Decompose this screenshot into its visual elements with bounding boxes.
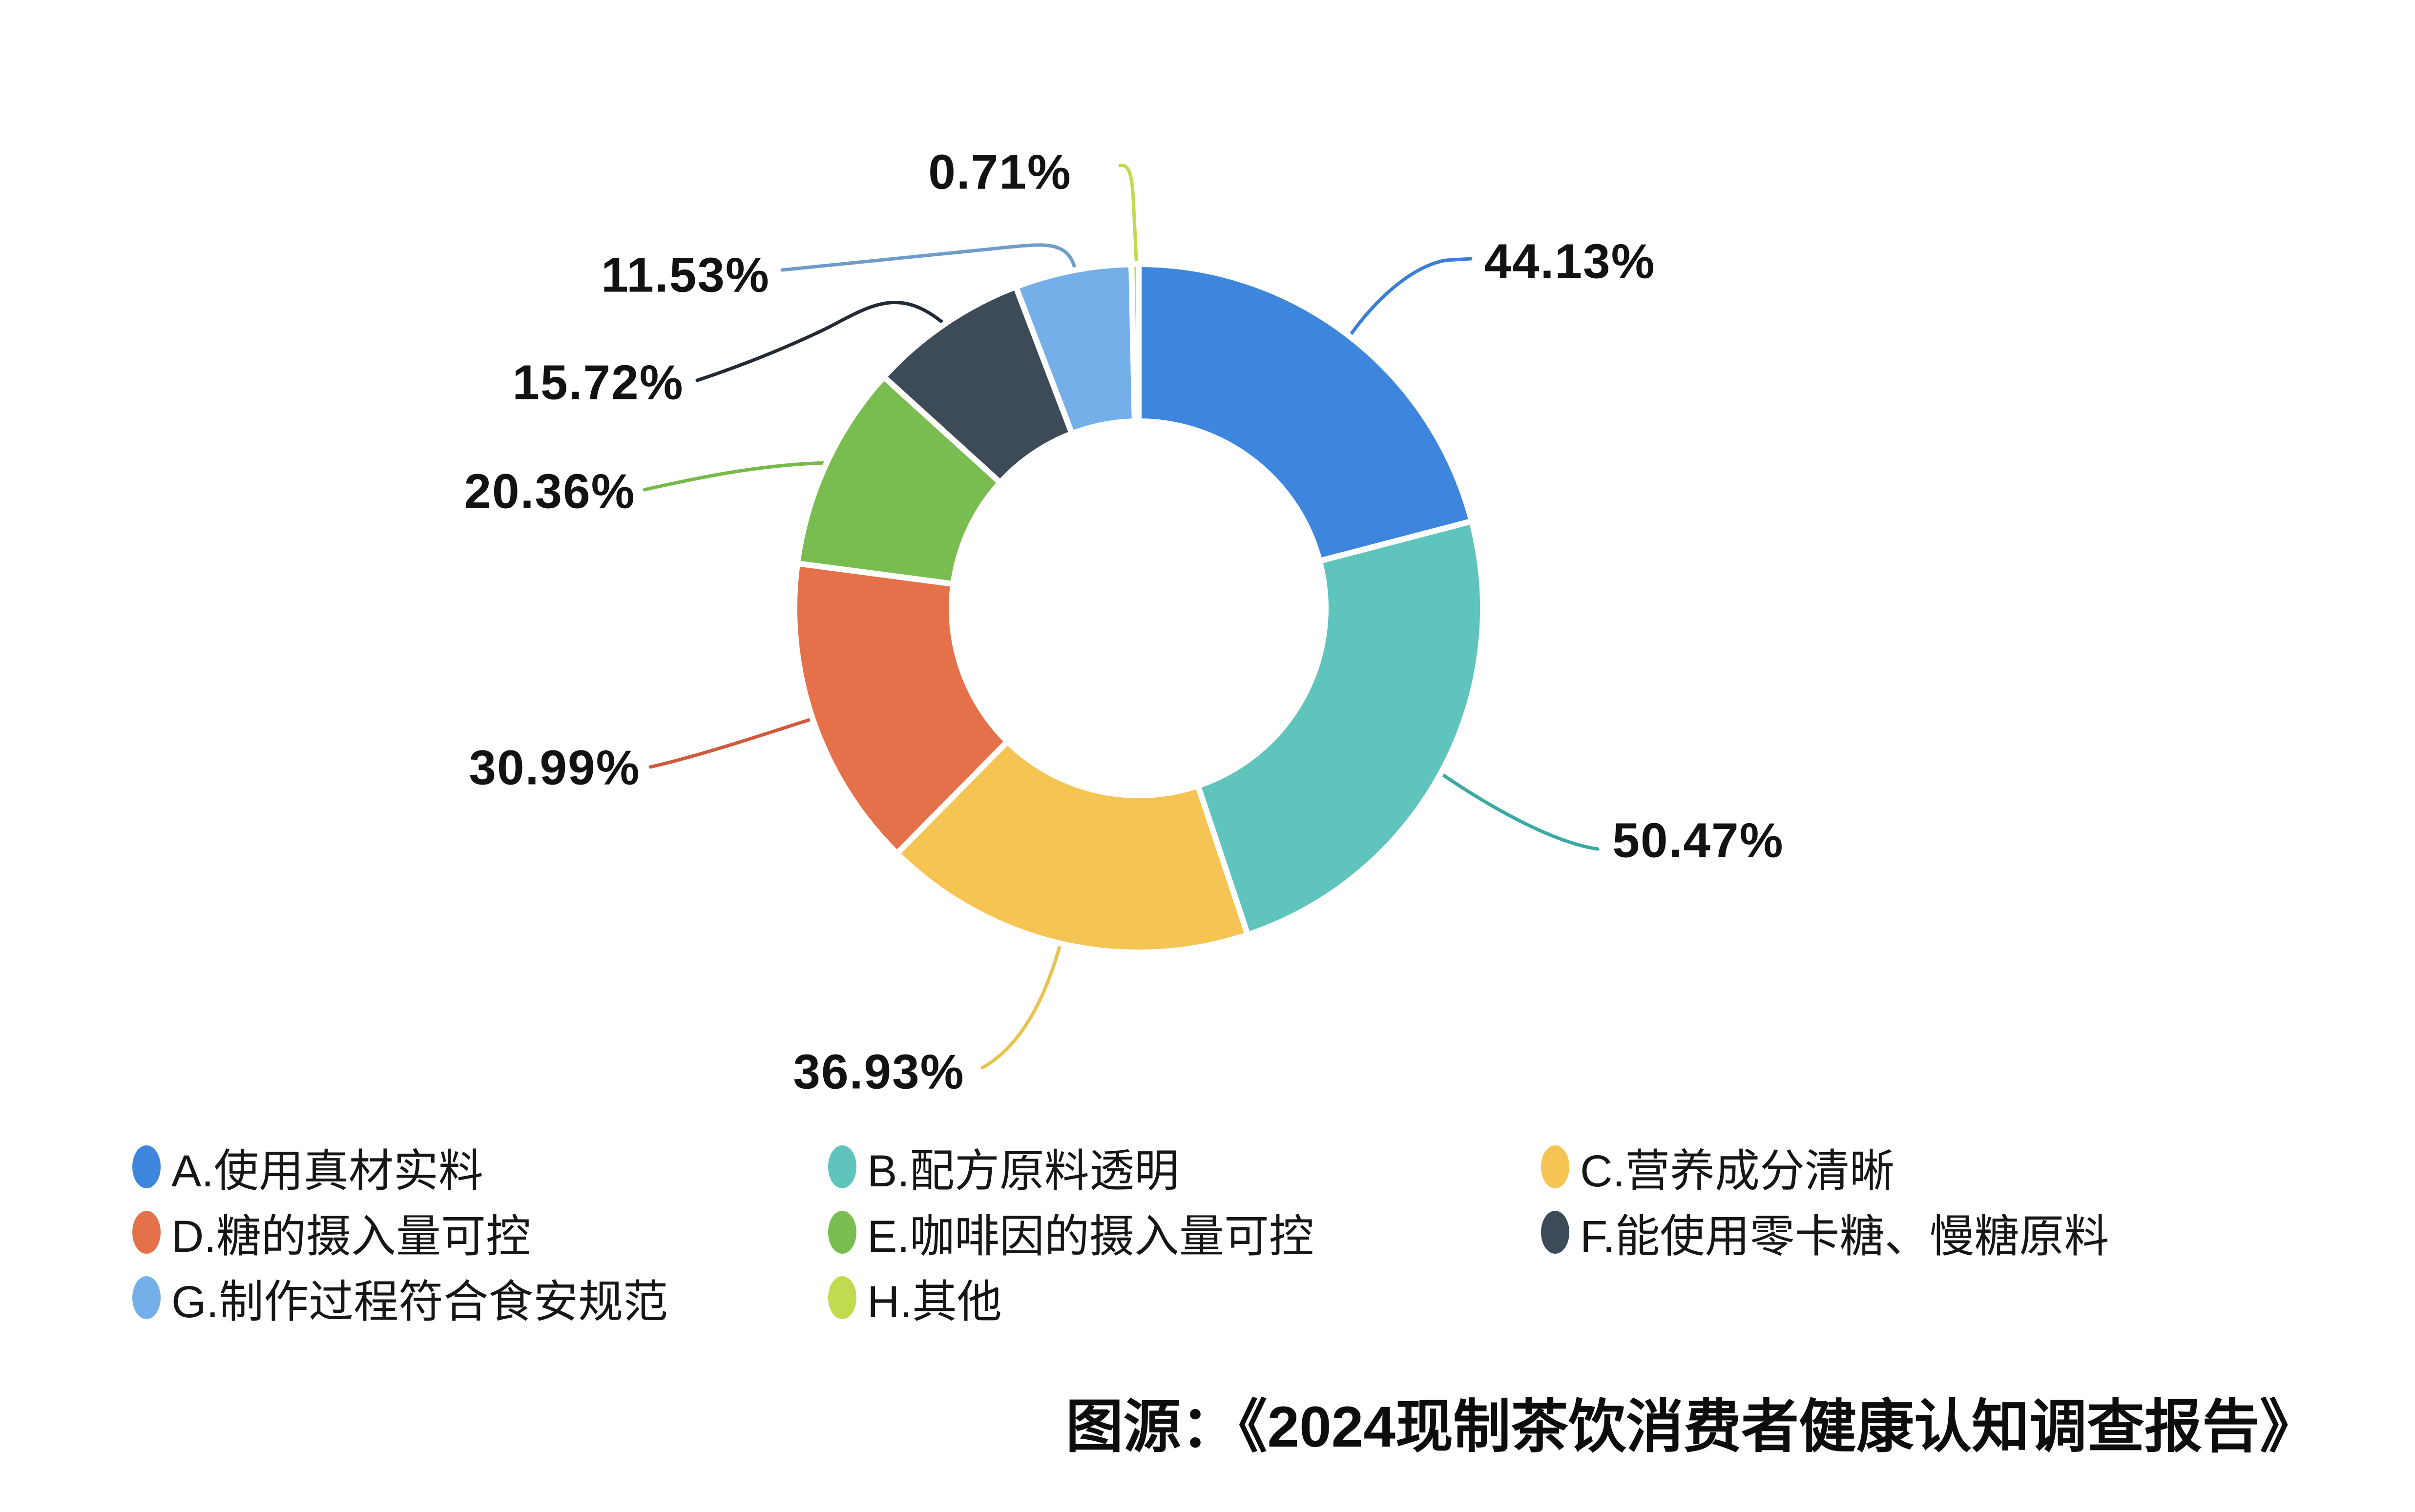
donut-slice-D[interactable] (791, 560, 1011, 857)
legend-marker-C (1541, 1145, 1569, 1188)
legend-marker-H (828, 1276, 856, 1319)
legend-item-D[interactable]: D.糖的摄入量可控 (132, 1208, 531, 1262)
callout-line-E (643, 461, 828, 492)
legend-marker-G (132, 1276, 161, 1319)
legend-label-B: B.配方原料透明 (867, 1146, 1179, 1196)
pct-label-D: 30.99% (469, 740, 641, 795)
pct-label-H: 0.71% (928, 145, 1072, 200)
callout-line-F (695, 301, 947, 382)
legend-label-H: H.其他 (867, 1277, 1002, 1327)
legend-item-G[interactable]: G.制作过程符合食安规范 (132, 1273, 668, 1327)
callout-line-D (648, 717, 813, 769)
callout-line-H (1118, 164, 1139, 270)
legend-marker-B (828, 1145, 856, 1188)
callout-line-A (1347, 257, 1473, 339)
legend-marker-E (828, 1211, 856, 1254)
legend-label-G: G.制作过程符合食安规范 (171, 1277, 668, 1327)
legend-marker-A (132, 1145, 161, 1188)
legend-label-D: D.糖的摄入量可控 (171, 1211, 531, 1262)
pct-label-C: 36.93% (793, 1044, 965, 1099)
pct-label-E: 20.36% (464, 464, 636, 519)
pct-label-F: 15.72% (512, 355, 684, 410)
legend-marker-F (1541, 1211, 1569, 1254)
legend-label-E: E.咖啡因的摄入量可控 (867, 1211, 1314, 1262)
callout-line-B (1439, 772, 1600, 851)
pct-label-B: 50.47% (1612, 813, 1784, 868)
legend-label-C: C.营养成分清晰 (1580, 1146, 1895, 1196)
legend-item-F[interactable]: F.能使用零卡糖、慢糖原料 (1541, 1208, 2109, 1262)
legend-item-A[interactable]: A.使用真材实料 (132, 1142, 483, 1196)
callout-line-G (780, 243, 1078, 274)
legend-item-E[interactable]: E.咖啡因的摄入量可控 (828, 1208, 1314, 1262)
donut-slice-A[interactable] (1136, 261, 1475, 564)
donut-slice-B[interactable] (1195, 518, 1486, 938)
callout-line-C (980, 943, 1062, 1070)
legend-label-F: F.能使用零卡糖、慢糖原料 (1580, 1211, 2109, 1262)
legend-item-B[interactable]: B.配方原料透明 (828, 1142, 1179, 1196)
pct-label-G: 11.53% (601, 248, 770, 303)
legend-label-A: A.使用真材实料 (171, 1146, 483, 1196)
pct-label-A: 44.13% (1484, 234, 1656, 289)
legend-item-C[interactable]: C.营养成分清晰 (1541, 1142, 1895, 1196)
source-caption: 图源：《2024现制茶饮消费者健康认知调查报告》 (1065, 1395, 2317, 1459)
donut-slice-C[interactable] (894, 738, 1251, 955)
donut-slice-E[interactable] (794, 373, 1003, 587)
donut-slice-H[interactable] (1128, 261, 1142, 425)
legend-item-H[interactable]: H.其他 (828, 1273, 1002, 1327)
legend-marker-D (132, 1211, 161, 1254)
